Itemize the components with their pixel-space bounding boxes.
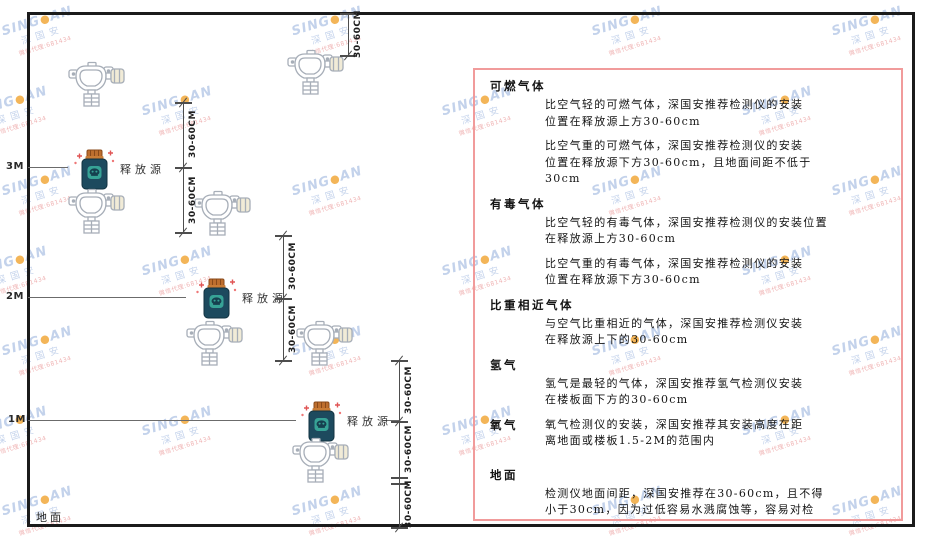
paragraph-line: 位置在释放源下方30-60cm bbox=[545, 273, 701, 286]
paragraph-line: 比空气重的有毒气体，深国安推荐检测仪的安装 bbox=[545, 256, 804, 270]
dimension-tick bbox=[275, 298, 292, 300]
dimension-tick bbox=[175, 167, 192, 169]
panel-section: 可燃气体比空气轻的可燃气体，深国安推荐检测仪的安装 位置在释放源上方30-60cm… bbox=[487, 78, 889, 188]
paragraph-line: 与空气比重相近的气体，深国安推荐检测仪安装 bbox=[545, 316, 804, 330]
paragraph-line: 测仪造成伤害 bbox=[545, 519, 889, 520]
paragraph-line: 在释放源上方30-60cm bbox=[545, 232, 677, 245]
panel-section: 地面检测仪地面间距，深国安推荐在30-60cm，且不得 小于30cm，因为过低容易… bbox=[487, 467, 889, 520]
dimension-tick bbox=[275, 360, 292, 362]
diagram-border bbox=[27, 12, 915, 527]
panel-section: 氧气 氧气检测仪的安装，深国安推荐其安装高度在距 离地面或楼板1.5-2M的范围内 bbox=[487, 417, 889, 450]
paragraph-line: 氧气检测仪的安装，深国安推荐其安装高度在距 bbox=[545, 417, 804, 431]
dimension-label: 30-60CM bbox=[404, 366, 414, 414]
gas-detector-icon bbox=[186, 320, 243, 366]
release-source-label: 释放源 bbox=[120, 163, 165, 176]
paragraph-line: 位置在释放源下方30-60cm，且地面间距不低于 bbox=[545, 155, 812, 169]
detector-1 bbox=[68, 61, 126, 107]
dimension-tick bbox=[391, 477, 408, 479]
section-paragraph: 比空气轻的有毒气体，深国安推荐检测仪的安装位置 在释放源上方30-60cm bbox=[545, 215, 889, 248]
release-source-label: 释放源 bbox=[347, 415, 392, 428]
detector-7 bbox=[292, 437, 350, 483]
level-line-1m bbox=[28, 420, 296, 421]
dimension-tick bbox=[175, 232, 192, 234]
detector-6 bbox=[296, 320, 354, 366]
detector-2 bbox=[287, 49, 345, 95]
section-heading: 地面 bbox=[490, 467, 518, 482]
section-paragraph: 氢气是最轻的气体，深国安推荐氢气检测仪安装 在楼板面下方的30-60cm bbox=[545, 376, 889, 409]
release-source-1 bbox=[72, 148, 116, 192]
dimension-label: 30-60CM bbox=[404, 425, 414, 473]
level-line-2m bbox=[28, 297, 186, 298]
height-label-3m: 3M bbox=[6, 161, 24, 172]
section-paragraph: 氧气检测仪的安装，深国安推荐其安装高度在距 离地面或楼板1.5-2M的范围内 bbox=[545, 417, 803, 450]
section-heading: 有毒气体 bbox=[490, 196, 546, 211]
dimension-label: 30-60CM bbox=[288, 305, 298, 353]
release-source-icon bbox=[73, 149, 115, 190]
paragraph-line: 离地面或楼板1.5-2M的范围内 bbox=[545, 434, 716, 447]
section-heading: 氧气 bbox=[490, 417, 518, 432]
section-paragraph: 比空气重的有毒气体，深国安推荐检测仪的安装 位置在释放源下方30-60cm bbox=[545, 256, 889, 289]
panel-section: 氢气氢气是最轻的气体，深国安推荐氢气检测仪安装 在楼板面下方的30-60cm bbox=[487, 357, 889, 409]
detector-5 bbox=[186, 320, 244, 366]
gas-detector-icon bbox=[68, 188, 125, 234]
gas-detector-icon bbox=[296, 320, 353, 366]
section-paragraph: 检测仪地面间距，深国安推荐在30-60cm，且不得 小于30cm，因为过低容易水溅… bbox=[545, 486, 889, 520]
section-paragraph: 比空气轻的可燃气体，深国安推荐检测仪的安装 位置在释放源上方30-60cm bbox=[545, 97, 889, 130]
info-panel: 可燃气体比空气轻的可燃气体，深国安推荐检测仪的安装 位置在释放源上方30-60cm… bbox=[473, 68, 903, 521]
dimension-line-1 bbox=[348, 13, 349, 55]
detector-3 bbox=[68, 188, 126, 234]
gas-detector-icon bbox=[287, 49, 344, 95]
release-source-label: 释放源 bbox=[242, 292, 287, 305]
level-line-1m-connector bbox=[383, 420, 400, 421]
dimension-tick bbox=[391, 527, 408, 529]
gas-detector-icon bbox=[292, 437, 349, 483]
panel-section-inline-row: 氧气 氧气检测仪的安装，深国安推荐其安装高度在距 离地面或楼板1.5-2M的范围内 bbox=[487, 417, 889, 450]
level-line-3m bbox=[28, 167, 68, 168]
detector-4 bbox=[194, 190, 252, 236]
dimension-label: 30-60CM bbox=[288, 242, 298, 290]
paragraph-line: 位置在释放源上方30-60cm bbox=[545, 114, 701, 128]
dimension-label: 30-60CM bbox=[188, 110, 198, 158]
height-label-2m: 2M bbox=[6, 291, 24, 302]
dimension-tick bbox=[391, 483, 408, 485]
dimension-tick bbox=[391, 421, 408, 423]
section-heading: 可燃气体 bbox=[490, 79, 546, 93]
panel-section: 有毒气体比空气轻的有毒气体，深国安推荐检测仪的安装位置 在释放源上方30-60cm… bbox=[487, 196, 889, 289]
section-paragraph: 与空气比重相近的气体，深国安推荐检测仪安装 在释放源上下的30-60cm bbox=[545, 316, 889, 349]
paragraph-line: 30cm bbox=[545, 172, 581, 185]
paragraph-line: 小于30cm，因为过低容易水溅腐蚀等，容易对检 bbox=[545, 503, 815, 516]
dimension-line-4 bbox=[399, 360, 400, 527]
release-source-2 bbox=[194, 277, 238, 321]
section-heading: 比重相近气体 bbox=[490, 297, 574, 312]
paragraph-line: 检测仪地面间距，深国安推荐在30-60cm，且不得 bbox=[545, 486, 824, 500]
paragraph-line: 氢气是最轻的气体，深国安推荐氢气检测仪安装 bbox=[545, 376, 804, 390]
dimension-tick bbox=[340, 13, 357, 15]
paragraph-line: 比空气轻的可燃气体，深国安推荐检测仪的安装 bbox=[545, 98, 804, 111]
gas-detector-icon bbox=[68, 61, 125, 107]
ground-label: 地面 bbox=[36, 511, 64, 524]
paragraph-line: 在释放源上下的30-60cm bbox=[545, 333, 689, 346]
dimension-tick bbox=[175, 102, 192, 104]
dimension-label: 30-60CM bbox=[353, 10, 363, 58]
section-heading: 氢气 bbox=[490, 357, 518, 372]
dimension-tick bbox=[391, 360, 408, 362]
paragraph-line: 比空气重的可燃气体，深国安推荐检测仪的安装 bbox=[545, 139, 804, 152]
paragraph-line: 比空气轻的有毒气体，深国安推荐检测仪的安装位置 bbox=[545, 215, 828, 229]
paragraph-line: 在楼板面下方的30-60cm bbox=[545, 393, 689, 406]
dimension-label: 30-60CM bbox=[188, 176, 198, 224]
dimension-label: 30-60CM bbox=[404, 480, 414, 528]
dimension-tick bbox=[340, 55, 357, 57]
dimension-tick bbox=[275, 235, 292, 237]
section-paragraph: 比空气重的可燃气体，深国安推荐检测仪的安装 位置在释放源下方30-60cm，且地面… bbox=[545, 138, 889, 188]
release-source-icon bbox=[195, 278, 237, 319]
gas-detector-icon bbox=[194, 190, 251, 236]
height-label-1m: 1M bbox=[8, 414, 26, 425]
panel-section: 比重相近气体与空气比重相近的气体，深国安推荐检测仪安装 在释放源上下的30-60c… bbox=[487, 297, 889, 349]
